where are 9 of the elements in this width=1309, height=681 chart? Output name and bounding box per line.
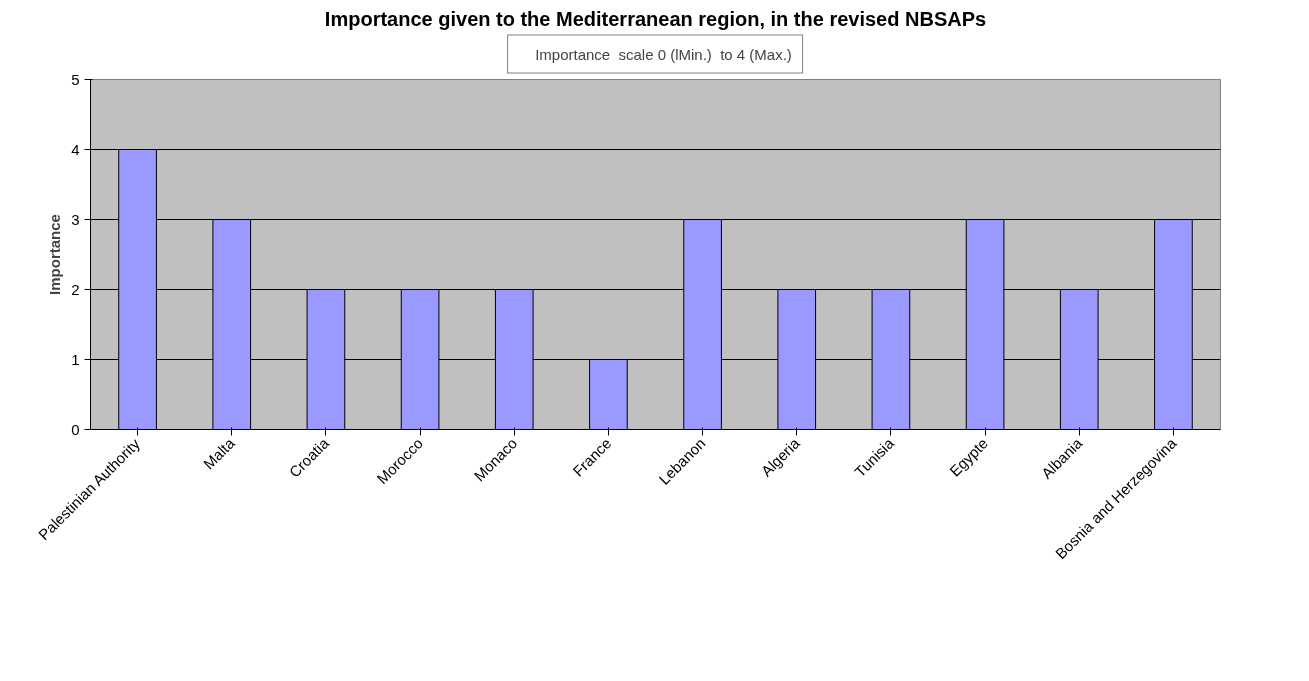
y-tick-label: 5 bbox=[71, 70, 80, 88]
y-tick-label: 1 bbox=[71, 350, 80, 368]
y-axis-title: Importance bbox=[46, 214, 64, 295]
y-tick-label: 0 bbox=[71, 420, 80, 438]
y-tick-label: 2 bbox=[71, 280, 80, 298]
chart-title: Importance given to the Mediterranean region, in the revised NBSAPs bbox=[324, 7, 987, 30]
y-tick-label: 3 bbox=[71, 210, 80, 228]
text: Importance scale 0 (lMin.) to 4 (Max.) bbox=[535, 45, 792, 63]
y-tick-label: 4 bbox=[71, 140, 80, 158]
